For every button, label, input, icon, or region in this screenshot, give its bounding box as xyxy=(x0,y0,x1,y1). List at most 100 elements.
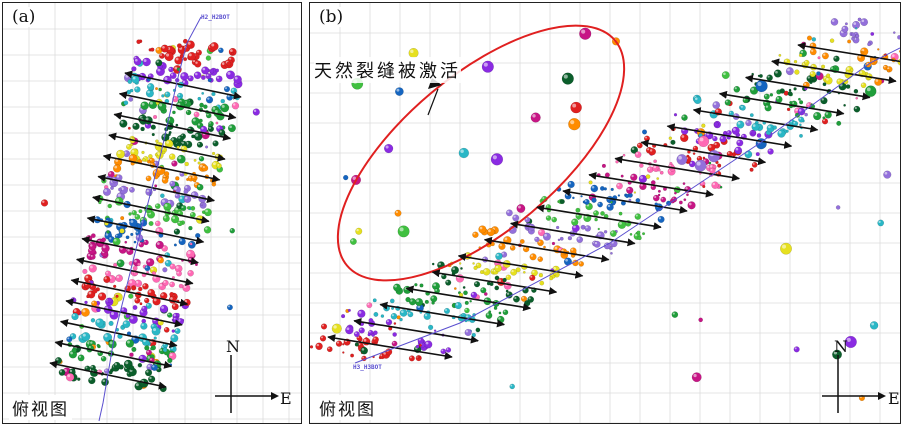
microseismic-event xyxy=(490,153,504,166)
event-highlight xyxy=(823,53,826,56)
well-label-h2: H2_H2BOT xyxy=(201,14,230,21)
event-highlight xyxy=(132,210,135,213)
microseismic-event xyxy=(712,164,717,169)
microseismic-event xyxy=(505,274,512,281)
microseismic-event xyxy=(132,265,138,271)
north-label-b: N xyxy=(834,337,848,356)
event-highlight xyxy=(194,183,198,186)
event-highlight xyxy=(104,189,107,192)
event-highlight xyxy=(693,373,697,378)
event-highlight xyxy=(563,74,568,79)
event-highlight xyxy=(452,267,456,271)
microseismic-event xyxy=(510,268,518,276)
microseismic-event xyxy=(207,125,215,133)
event-highlight xyxy=(162,178,166,181)
microseismic-event xyxy=(150,124,156,130)
event-highlight xyxy=(737,140,740,143)
microseismic-event xyxy=(209,42,219,51)
event-highlight xyxy=(764,94,767,97)
event-highlight xyxy=(67,374,71,378)
microseismic-event xyxy=(129,365,135,371)
microseismic-event xyxy=(751,72,755,76)
north-label: N xyxy=(226,337,240,356)
microseismic-event xyxy=(809,70,816,78)
event-highlight xyxy=(511,269,514,273)
event-highlight xyxy=(148,290,152,293)
fracture-half-length-arrow xyxy=(640,139,767,166)
microseismic-event xyxy=(150,347,154,351)
microseismic-event xyxy=(88,376,96,385)
microseismic-event xyxy=(223,86,231,93)
microseismic-event xyxy=(833,55,840,62)
microseismic-event xyxy=(117,232,123,238)
microseismic-event xyxy=(841,25,849,33)
microseismic-event xyxy=(493,306,498,310)
microseismic-event xyxy=(670,139,676,145)
event-highlight xyxy=(361,348,365,351)
microseismic-event xyxy=(826,73,831,78)
microseismic-event xyxy=(205,55,212,61)
microseismic-event xyxy=(516,204,526,213)
event-highlight xyxy=(148,84,151,87)
event-highlight xyxy=(708,145,712,148)
event-highlight xyxy=(471,292,474,295)
microseismic-event xyxy=(175,312,180,318)
microseismic-event xyxy=(464,300,469,305)
microseismic-event xyxy=(126,143,132,150)
event-highlight xyxy=(572,219,575,223)
microseismic-event xyxy=(779,88,785,94)
event-highlight xyxy=(688,202,692,206)
microseismic-event xyxy=(657,189,661,193)
event-highlight xyxy=(681,135,685,138)
event-highlight xyxy=(351,239,354,242)
event-highlight xyxy=(78,355,82,358)
microseismic-event xyxy=(488,310,492,314)
event-highlight xyxy=(166,53,170,57)
event-highlight xyxy=(725,100,728,103)
microseismic-event xyxy=(610,251,613,255)
event-highlight xyxy=(212,107,216,110)
microseismic-event xyxy=(835,205,841,210)
event-highlight xyxy=(859,71,863,74)
microseismic-event xyxy=(618,211,623,216)
event-highlight xyxy=(658,217,662,220)
event-highlight xyxy=(782,244,787,249)
event-highlight xyxy=(215,154,218,157)
event-highlight xyxy=(116,175,120,178)
event-highlight xyxy=(56,358,59,361)
event-highlight xyxy=(875,79,879,82)
event-highlight xyxy=(672,312,675,315)
event-highlight xyxy=(834,56,837,59)
microseismic-event xyxy=(780,242,792,255)
microseismic-event xyxy=(162,214,170,223)
microseismic-event xyxy=(799,123,802,127)
event-highlight xyxy=(194,112,197,115)
microseismic-event xyxy=(151,326,161,336)
event-highlight xyxy=(611,231,614,234)
microseismic-event xyxy=(134,86,141,93)
event-highlight xyxy=(499,243,502,247)
event-highlight xyxy=(737,121,741,125)
microseismic-event xyxy=(854,27,858,30)
event-highlight xyxy=(619,221,622,225)
event-highlight xyxy=(143,339,146,343)
microseismic-event xyxy=(66,336,73,343)
event-highlight xyxy=(147,364,151,368)
microseismic-event xyxy=(472,231,479,238)
event-highlight xyxy=(188,76,191,79)
microseismic-event xyxy=(155,240,164,250)
microseismic-event xyxy=(372,336,379,343)
microseismic-event xyxy=(512,214,520,222)
microseismic-event xyxy=(196,183,204,191)
microseismic-event xyxy=(496,315,505,324)
microseismic-event xyxy=(539,280,545,286)
microseismic-event xyxy=(808,79,811,83)
event-highlight xyxy=(484,269,487,272)
event-highlight xyxy=(729,111,732,114)
event-highlight xyxy=(161,199,165,203)
microseismic-event xyxy=(173,228,181,235)
microseismic-event xyxy=(593,240,601,248)
microseismic-event xyxy=(857,17,862,22)
microseismic-event xyxy=(103,275,111,284)
microseismic-event xyxy=(194,60,202,68)
